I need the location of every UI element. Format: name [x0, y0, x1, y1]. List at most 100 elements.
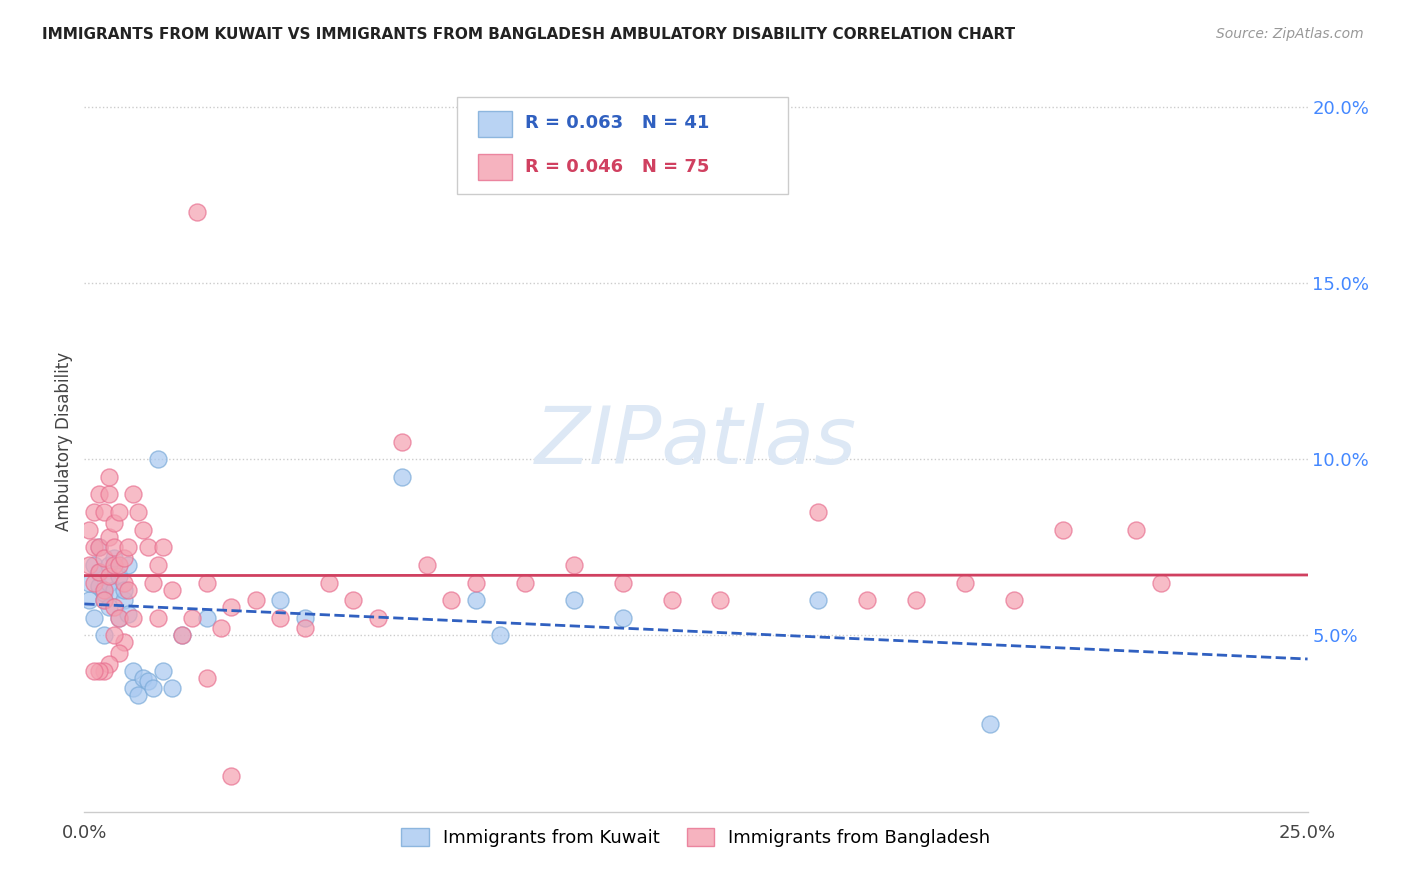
Point [416, 558, 439, 572]
Point [97, 568, 120, 582]
Point [112, 575, 135, 590]
Point [77, 558, 100, 572]
Legend: Immigrants from Kuwait, Immigrants from Bangladesh: Immigrants from Kuwait, Immigrants from … [394, 821, 998, 855]
Point [219, 600, 242, 615]
Point [77, 523, 100, 537]
Point [127, 505, 149, 519]
Text: IMMIGRANTS FROM KUWAIT VS IMMIGRANTS FROM BANGLADESH AMBULATORY DISABILITY CORRE: IMMIGRANTS FROM KUWAIT VS IMMIGRANTS FRO… [42, 27, 1015, 42]
Point [117, 558, 139, 572]
Point [77, 593, 100, 607]
Point [93, 664, 115, 678]
Point [391, 434, 413, 449]
Point [612, 611, 634, 625]
Point [97, 657, 120, 671]
Point [83, 505, 105, 519]
Point [142, 681, 165, 696]
Point [513, 575, 536, 590]
Point [562, 593, 585, 607]
Point [97, 470, 120, 484]
Point [87, 579, 110, 593]
Point [1125, 523, 1147, 537]
Point [107, 505, 129, 519]
Point [1002, 593, 1025, 607]
Point [162, 681, 184, 696]
Point [136, 674, 159, 689]
Point [87, 565, 110, 579]
Point [562, 558, 585, 572]
Point [87, 541, 110, 555]
Point [464, 593, 486, 607]
Point [127, 689, 149, 703]
Point [93, 582, 115, 597]
Point [152, 664, 174, 678]
Point [440, 593, 463, 607]
Point [103, 628, 125, 642]
Point [269, 593, 291, 607]
Point [612, 575, 634, 590]
Text: R = 0.063   N = 41: R = 0.063 N = 41 [524, 114, 709, 132]
Point [103, 516, 125, 530]
Point [103, 582, 125, 597]
Point [709, 593, 731, 607]
Point [122, 681, 145, 696]
Point [97, 487, 120, 501]
Point [245, 593, 267, 607]
Text: R = 0.046   N = 75: R = 0.046 N = 75 [524, 158, 709, 177]
Point [318, 575, 340, 590]
Point [391, 470, 413, 484]
Point [172, 628, 194, 642]
Point [107, 558, 129, 572]
Point [103, 600, 125, 615]
Point [146, 452, 169, 467]
Point [181, 611, 204, 625]
Point [107, 646, 129, 660]
Point [103, 558, 125, 572]
Point [464, 575, 486, 590]
Point [83, 575, 105, 590]
Text: ZIPatlas: ZIPatlas [534, 402, 858, 481]
Point [87, 565, 110, 579]
Point [93, 593, 115, 607]
Point [294, 621, 316, 635]
Point [83, 664, 105, 678]
Point [97, 600, 120, 615]
FancyBboxPatch shape [457, 97, 787, 194]
Point [87, 541, 110, 555]
Point [122, 611, 145, 625]
Point [97, 575, 120, 590]
Point [979, 716, 1001, 731]
Point [195, 671, 218, 685]
Point [856, 593, 879, 607]
Point [905, 593, 928, 607]
FancyBboxPatch shape [478, 111, 513, 136]
Point [136, 541, 159, 555]
Point [294, 611, 316, 625]
Point [93, 586, 115, 600]
Point [172, 628, 194, 642]
Point [219, 769, 242, 783]
Point [97, 558, 120, 572]
Point [93, 550, 115, 565]
Point [122, 664, 145, 678]
Point [195, 611, 218, 625]
Point [103, 550, 125, 565]
Point [269, 611, 291, 625]
Y-axis label: Ambulatory Disability: Ambulatory Disability [55, 352, 73, 531]
Point [1150, 575, 1173, 590]
Point [112, 635, 135, 649]
Point [661, 593, 683, 607]
Point [83, 541, 105, 555]
Point [112, 550, 135, 565]
Point [342, 593, 364, 607]
Point [87, 664, 110, 678]
Point [142, 575, 165, 590]
Point [117, 541, 139, 555]
Point [195, 575, 218, 590]
Point [209, 621, 232, 635]
Point [132, 671, 155, 685]
Point [132, 523, 155, 537]
Point [77, 575, 100, 590]
Point [97, 530, 120, 544]
Point [112, 582, 135, 597]
Point [83, 611, 105, 625]
